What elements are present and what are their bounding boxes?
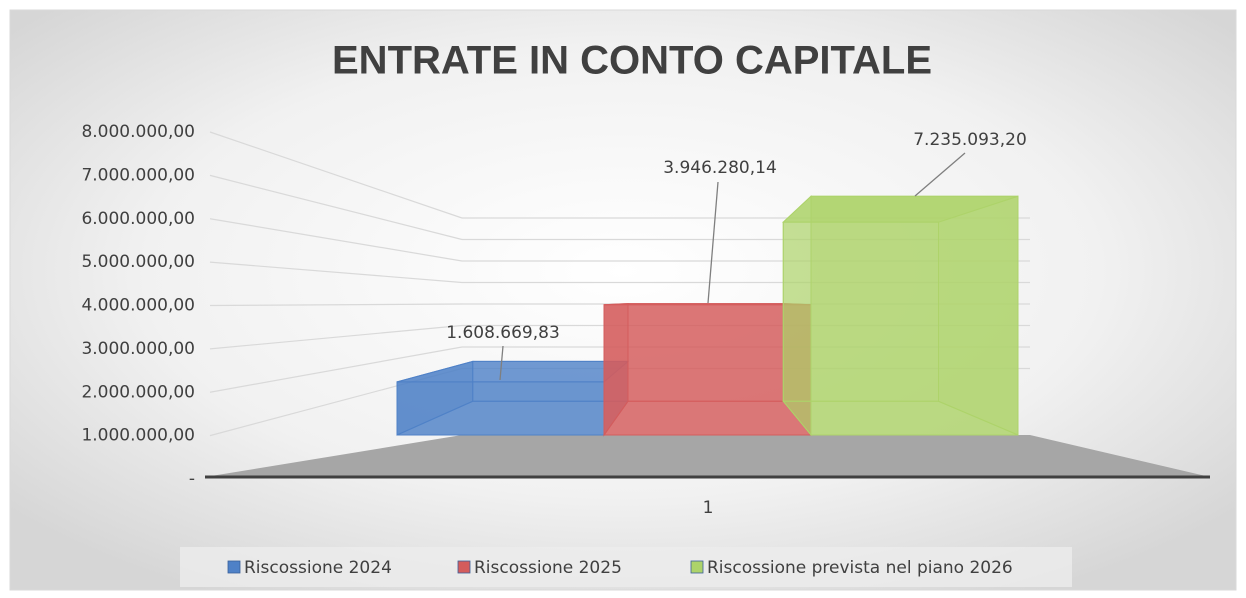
grid-line: [209, 174, 463, 241]
chart-title: ENTRATE IN CONTO CAPITALE: [332, 39, 932, 83]
bar-side: [782, 195, 812, 437]
y-tick-label: 2.000.000,00: [81, 382, 195, 402]
floor: [205, 435, 1210, 477]
grid-line: [209, 131, 463, 219]
legend-swatch: [457, 560, 471, 574]
bar: [603, 304, 812, 436]
bar: [810, 195, 1019, 436]
leader-line: [499, 345, 504, 381]
legend-label: Riscossione prevista nel piano 2026: [707, 558, 1013, 578]
bar: [396, 381, 605, 436]
grid-line: [209, 324, 463, 350]
grid-line: [209, 303, 463, 307]
grid-line: [209, 346, 463, 393]
y-tick-label: 1.000.000,00: [81, 426, 195, 446]
leader-line: [707, 181, 719, 304]
y-tick-label: 4.000.000,00: [81, 296, 195, 316]
y-tick-label: 8.000.000,00: [81, 122, 195, 142]
grid-line: [209, 261, 463, 284]
legend-swatch: [690, 560, 704, 574]
legend-label: Riscossione 2025: [474, 558, 622, 578]
legend-box: [180, 547, 1072, 587]
legend-swatch: [227, 560, 241, 574]
grid-line: [209, 218, 463, 262]
y-tick-label: 6.000.000,00: [81, 209, 195, 229]
x-tick-label: 1: [703, 498, 714, 518]
y-tick-label: 7.000.000,00: [81, 165, 195, 185]
data-label: 1.608.669,83: [446, 323, 560, 343]
leader-line: [914, 152, 966, 197]
y-tick-label: -: [189, 469, 195, 489]
data-label: 3.946.280,14: [663, 158, 777, 178]
y-tick-label: 5.000.000,00: [81, 252, 195, 272]
chart-background: [9, 9, 1237, 591]
legend-label: Riscossione 2024: [244, 558, 392, 578]
data-label: 7.235.093,20: [913, 130, 1027, 150]
y-tick-label: 3.000.000,00: [81, 339, 195, 359]
